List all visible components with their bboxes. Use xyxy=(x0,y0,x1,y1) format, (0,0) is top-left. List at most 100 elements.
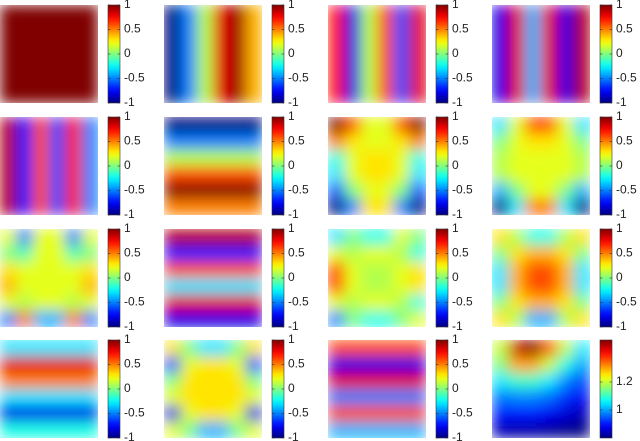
heatmap-cell xyxy=(360,37,378,55)
heatmap-cell xyxy=(541,21,558,39)
heatmap-cell xyxy=(377,54,394,71)
heatmap-cell xyxy=(377,198,394,215)
heatmap-cell xyxy=(541,133,558,151)
heatmap-cell xyxy=(32,166,50,183)
heatmap-cell xyxy=(508,37,526,55)
heatmap-cell xyxy=(541,310,558,327)
heatmap-cell xyxy=(557,310,575,327)
heatmap-cell xyxy=(541,389,558,406)
heatmap-cell xyxy=(164,229,181,246)
heatmap-cell xyxy=(541,245,558,263)
heatmap-cell xyxy=(180,5,198,22)
heatmap-cell xyxy=(541,117,558,134)
heatmap-cell xyxy=(409,149,426,167)
heatmap-cell xyxy=(344,245,362,263)
heatmap-cell xyxy=(245,245,262,263)
heatmap-cell xyxy=(557,261,575,279)
heatmap-cell xyxy=(524,133,542,151)
heatmap-cell xyxy=(524,5,542,22)
heatmap-cells xyxy=(492,5,590,103)
heatmap-cell xyxy=(229,5,247,22)
heatmap-cell xyxy=(81,294,98,312)
heatmap-cell xyxy=(0,261,17,279)
heatmap-cell xyxy=(213,356,230,374)
heatmap-cell xyxy=(196,421,214,438)
colorbar-tick-label: 1 xyxy=(452,332,459,346)
heatmap-cell xyxy=(49,198,66,215)
heatmap-cell xyxy=(328,5,345,22)
heatmap-cell xyxy=(573,372,590,390)
heatmap-cell xyxy=(508,5,526,22)
heatmap-cell xyxy=(49,54,66,71)
colorbar-tick-label: 1 xyxy=(616,402,623,416)
heatmap-cell xyxy=(492,21,509,39)
heatmap-cell xyxy=(229,405,247,423)
heatmap-cell xyxy=(541,54,558,71)
heatmap-cell xyxy=(213,86,230,103)
heatmap-cell xyxy=(0,372,17,390)
colorbar-tick-label: 1 xyxy=(288,0,295,11)
heatmap-cell xyxy=(377,261,394,279)
heatmap-cell xyxy=(81,166,98,183)
heatmap-cell xyxy=(328,405,345,423)
heatmap-cell xyxy=(344,149,362,167)
colorbar-tick-label: 1 xyxy=(452,109,459,123)
colorbar-tick-label: -0.5 xyxy=(124,71,145,85)
heatmap-cell xyxy=(409,37,426,55)
heatmap-cell xyxy=(245,372,262,390)
heatmap-cell xyxy=(196,389,214,406)
heatmap-cell xyxy=(409,54,426,71)
heatmap-cell xyxy=(245,5,262,22)
colorbar-tick-label: 0.5 xyxy=(452,246,469,260)
heatmap-cell xyxy=(557,278,575,295)
heatmap-cell xyxy=(32,356,50,374)
heatmap-cell xyxy=(213,245,230,263)
heatmap-cell xyxy=(81,21,98,39)
colorbar-tick-label: 0 xyxy=(452,158,459,172)
heatmap-cell xyxy=(229,37,247,55)
colorbar-tick-label: 0 xyxy=(452,270,459,284)
heatmap-cell xyxy=(541,86,558,103)
heatmap-cell xyxy=(409,133,426,151)
heatmap-cell xyxy=(32,405,50,423)
heatmap-cell xyxy=(49,86,66,103)
heatmap-cells xyxy=(492,117,590,215)
heatmap-cell xyxy=(180,405,198,423)
heatmap-cell xyxy=(213,70,230,88)
heatmap-cell xyxy=(508,133,526,151)
heatmap-cell xyxy=(180,340,198,357)
heatmap-cell xyxy=(65,5,83,22)
heatmap-cell xyxy=(16,198,34,215)
heatmap-cell xyxy=(377,278,394,295)
heatmap-cell xyxy=(541,356,558,374)
heatmap-cells xyxy=(328,5,426,103)
heatmap-cell xyxy=(573,310,590,327)
heatmap-cell xyxy=(0,5,17,22)
colorbar-tick-label: -1 xyxy=(288,430,299,441)
heatmap-cell xyxy=(492,405,509,423)
heatmap-cell xyxy=(360,389,378,406)
heatmap-cell xyxy=(65,389,83,406)
heatmap-cell xyxy=(164,372,181,390)
heatmap-cell xyxy=(49,372,66,390)
heatmap-cells xyxy=(492,229,590,327)
heatmap-cell xyxy=(196,405,214,423)
heatmap-cell xyxy=(229,356,247,374)
heatmap-cells xyxy=(0,5,98,103)
heatmap-cell xyxy=(245,37,262,55)
heatmap-cell xyxy=(524,54,542,71)
heatmap-cell xyxy=(229,54,247,71)
colorbar-tick-label: -0.5 xyxy=(452,71,473,85)
heatmap-cell xyxy=(81,245,98,263)
heatmap-cell xyxy=(557,21,575,39)
heatmap-cell xyxy=(164,356,181,374)
heatmap-cell xyxy=(32,133,50,151)
heatmap-cell xyxy=(65,245,83,263)
heatmap-cell xyxy=(344,166,362,183)
heatmap-cell xyxy=(213,261,230,279)
heatmap-cell xyxy=(360,86,378,103)
heatmap-cell xyxy=(229,421,247,438)
heatmap xyxy=(492,5,590,103)
heatmap-cell xyxy=(524,340,542,357)
heatmap-cell xyxy=(49,261,66,279)
